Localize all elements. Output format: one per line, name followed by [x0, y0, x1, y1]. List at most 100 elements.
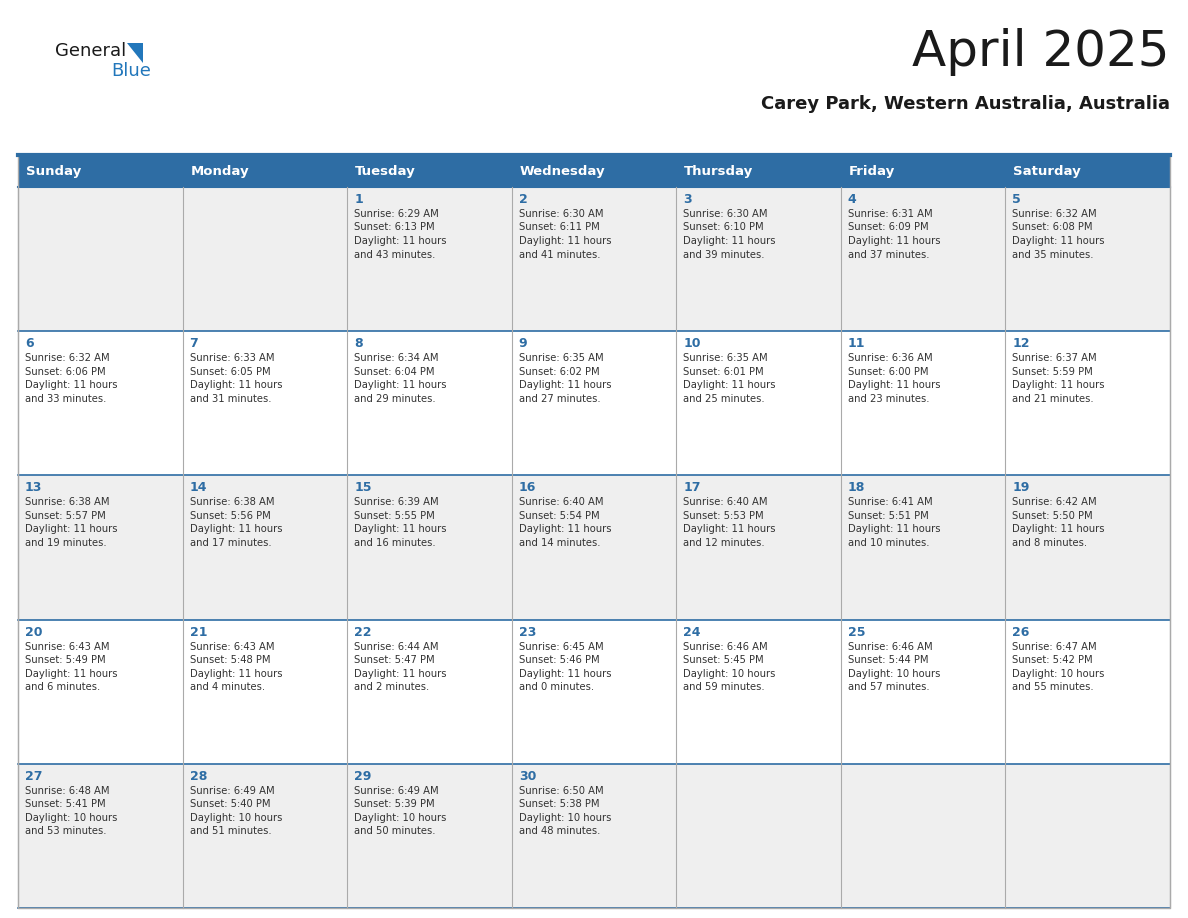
- Text: Daylight: 11 hours: Daylight: 11 hours: [683, 236, 776, 246]
- Text: Daylight: 11 hours: Daylight: 11 hours: [848, 236, 941, 246]
- Text: Sunset: 6:08 PM: Sunset: 6:08 PM: [1012, 222, 1093, 232]
- Text: 25: 25: [848, 625, 865, 639]
- Bar: [512, 476, 676, 620]
- Text: Blue: Blue: [110, 62, 151, 80]
- Text: Daylight: 11 hours: Daylight: 11 hours: [683, 380, 776, 390]
- Bar: [676, 476, 841, 620]
- Text: Daylight: 10 hours: Daylight: 10 hours: [683, 668, 776, 678]
- Bar: [676, 620, 841, 764]
- Text: Sunrise: 6:42 AM: Sunrise: 6:42 AM: [1012, 498, 1097, 508]
- Bar: [676, 331, 841, 476]
- Text: Sunrise: 6:37 AM: Sunrise: 6:37 AM: [1012, 353, 1097, 364]
- Text: 10: 10: [683, 337, 701, 350]
- Text: and 37 minutes.: and 37 minutes.: [848, 250, 929, 260]
- Text: Sunrise: 6:35 AM: Sunrise: 6:35 AM: [683, 353, 767, 364]
- Text: Daylight: 11 hours: Daylight: 11 hours: [354, 524, 447, 534]
- Bar: [18, 764, 183, 908]
- Text: Daylight: 11 hours: Daylight: 11 hours: [25, 668, 118, 678]
- Text: Daylight: 11 hours: Daylight: 11 hours: [190, 380, 282, 390]
- Text: 23: 23: [519, 625, 536, 639]
- Text: and 2 minutes.: and 2 minutes.: [354, 682, 429, 692]
- Text: Sunrise: 6:40 AM: Sunrise: 6:40 AM: [683, 498, 767, 508]
- Text: Tuesday: Tuesday: [355, 164, 416, 177]
- Text: and 16 minutes.: and 16 minutes.: [354, 538, 436, 548]
- Text: Sunset: 5:38 PM: Sunset: 5:38 PM: [519, 800, 599, 810]
- Text: Sunset: 6:06 PM: Sunset: 6:06 PM: [25, 366, 106, 376]
- Bar: [1005, 331, 1170, 476]
- Bar: [1005, 620, 1170, 764]
- Text: 11: 11: [848, 337, 865, 350]
- Text: 7: 7: [190, 337, 198, 350]
- Text: Sunset: 5:59 PM: Sunset: 5:59 PM: [1012, 366, 1093, 376]
- Text: and 35 minutes.: and 35 minutes.: [1012, 250, 1094, 260]
- Text: Thursday: Thursday: [684, 164, 753, 177]
- Text: Sunrise: 6:44 AM: Sunrise: 6:44 AM: [354, 642, 438, 652]
- Text: Daylight: 11 hours: Daylight: 11 hours: [519, 236, 611, 246]
- Text: Sunset: 5:48 PM: Sunset: 5:48 PM: [190, 655, 270, 666]
- Text: and 21 minutes.: and 21 minutes.: [1012, 394, 1094, 404]
- Text: Sunset: 5:49 PM: Sunset: 5:49 PM: [25, 655, 106, 666]
- Text: Sunrise: 6:48 AM: Sunrise: 6:48 AM: [25, 786, 109, 796]
- Bar: [347, 187, 512, 331]
- Text: Sunrise: 6:30 AM: Sunrise: 6:30 AM: [519, 209, 604, 219]
- Text: and 8 minutes.: and 8 minutes.: [1012, 538, 1087, 548]
- Text: Daylight: 11 hours: Daylight: 11 hours: [519, 524, 611, 534]
- Text: Sunset: 6:01 PM: Sunset: 6:01 PM: [683, 366, 764, 376]
- Text: Sunrise: 6:30 AM: Sunrise: 6:30 AM: [683, 209, 767, 219]
- Text: Sunrise: 6:49 AM: Sunrise: 6:49 AM: [354, 786, 438, 796]
- Text: and 12 minutes.: and 12 minutes.: [683, 538, 765, 548]
- Text: Sunrise: 6:34 AM: Sunrise: 6:34 AM: [354, 353, 438, 364]
- Bar: [18, 155, 183, 187]
- Text: Sunset: 5:51 PM: Sunset: 5:51 PM: [848, 511, 929, 521]
- Text: Sunset: 5:57 PM: Sunset: 5:57 PM: [25, 511, 106, 521]
- Text: 30: 30: [519, 770, 536, 783]
- Text: Daylight: 11 hours: Daylight: 11 hours: [354, 380, 447, 390]
- Text: 18: 18: [848, 481, 865, 495]
- Text: and 6 minutes.: and 6 minutes.: [25, 682, 100, 692]
- Text: General: General: [55, 42, 126, 60]
- Text: and 29 minutes.: and 29 minutes.: [354, 394, 436, 404]
- Text: Sunset: 5:40 PM: Sunset: 5:40 PM: [190, 800, 270, 810]
- Text: and 14 minutes.: and 14 minutes.: [519, 538, 600, 548]
- Text: Sunrise: 6:31 AM: Sunrise: 6:31 AM: [848, 209, 933, 219]
- Bar: [841, 476, 1005, 620]
- Text: Daylight: 11 hours: Daylight: 11 hours: [1012, 380, 1105, 390]
- Text: 6: 6: [25, 337, 33, 350]
- Text: Sunset: 5:54 PM: Sunset: 5:54 PM: [519, 511, 599, 521]
- Text: Saturday: Saturday: [1013, 164, 1081, 177]
- Text: and 4 minutes.: and 4 minutes.: [190, 682, 265, 692]
- Text: Wednesday: Wednesday: [519, 164, 606, 177]
- Bar: [18, 331, 183, 476]
- Text: and 55 minutes.: and 55 minutes.: [1012, 682, 1094, 692]
- Text: Sunrise: 6:36 AM: Sunrise: 6:36 AM: [848, 353, 933, 364]
- Bar: [841, 620, 1005, 764]
- Text: and 39 minutes.: and 39 minutes.: [683, 250, 765, 260]
- Bar: [1005, 187, 1170, 331]
- Text: Daylight: 11 hours: Daylight: 11 hours: [848, 380, 941, 390]
- Bar: [676, 764, 841, 908]
- Text: 27: 27: [25, 770, 43, 783]
- Text: Sunrise: 6:32 AM: Sunrise: 6:32 AM: [1012, 209, 1097, 219]
- Text: Sunset: 6:10 PM: Sunset: 6:10 PM: [683, 222, 764, 232]
- Text: Sunset: 5:53 PM: Sunset: 5:53 PM: [683, 511, 764, 521]
- Text: Sunset: 5:42 PM: Sunset: 5:42 PM: [1012, 655, 1093, 666]
- Text: Sunset: 5:45 PM: Sunset: 5:45 PM: [683, 655, 764, 666]
- Text: Sunset: 6:13 PM: Sunset: 6:13 PM: [354, 222, 435, 232]
- Bar: [512, 187, 676, 331]
- Bar: [1005, 764, 1170, 908]
- Text: Daylight: 11 hours: Daylight: 11 hours: [1012, 524, 1105, 534]
- Text: Sunset: 6:00 PM: Sunset: 6:00 PM: [848, 366, 928, 376]
- Text: and 59 minutes.: and 59 minutes.: [683, 682, 765, 692]
- Text: and 57 minutes.: and 57 minutes.: [848, 682, 929, 692]
- Text: Sunset: 6:02 PM: Sunset: 6:02 PM: [519, 366, 599, 376]
- Bar: [183, 155, 347, 187]
- Bar: [512, 764, 676, 908]
- Text: Sunset: 5:56 PM: Sunset: 5:56 PM: [190, 511, 271, 521]
- Text: and 50 minutes.: and 50 minutes.: [354, 826, 436, 836]
- Bar: [512, 155, 676, 187]
- Text: 5: 5: [1012, 193, 1022, 206]
- Text: Daylight: 10 hours: Daylight: 10 hours: [190, 812, 282, 823]
- Bar: [347, 620, 512, 764]
- Text: Sunrise: 6:33 AM: Sunrise: 6:33 AM: [190, 353, 274, 364]
- Text: and 23 minutes.: and 23 minutes.: [848, 394, 929, 404]
